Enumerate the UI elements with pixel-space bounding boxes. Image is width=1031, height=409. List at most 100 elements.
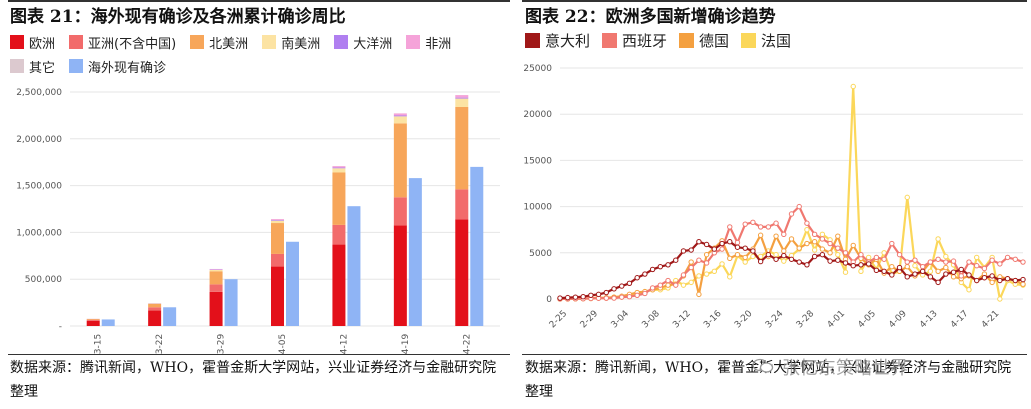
data-point <box>835 245 841 251</box>
bar-segment <box>332 224 346 245</box>
comparison-bar <box>286 241 299 326</box>
data-point <box>688 279 694 286</box>
data-point <box>765 251 772 258</box>
legend-item: 其它 <box>10 56 55 76</box>
legend-label: 亚洲(不含中国) <box>88 36 177 52</box>
data-point <box>811 253 818 260</box>
legend-item: 海外现有确诊 <box>69 56 166 76</box>
data-point <box>703 241 710 248</box>
data-point <box>1020 281 1026 287</box>
data-point <box>842 250 849 256</box>
data-point <box>773 233 779 239</box>
data-point <box>1012 277 1018 284</box>
data-point <box>835 233 841 239</box>
data-point <box>966 272 972 278</box>
bar-segment <box>332 167 346 169</box>
bar-segment <box>393 115 407 117</box>
data-point <box>781 258 787 264</box>
comparison-bar <box>347 206 361 326</box>
data-point <box>750 219 756 226</box>
x-tick-label: 4-19 <box>401 334 411 355</box>
data-point <box>904 263 910 270</box>
x-tick-label: 3-20 <box>733 309 755 331</box>
legend-swatch <box>69 59 84 73</box>
legend-label: 北美洲 <box>209 36 249 52</box>
data-point <box>943 271 949 277</box>
bar-segment <box>332 244 346 326</box>
data-point <box>981 275 988 281</box>
data-point <box>711 246 718 252</box>
legend-item: 北美洲 <box>190 32 248 52</box>
data-point <box>881 268 887 274</box>
chart-title: 图表 21：海外现有确诊及各洲累计确诊周比 <box>10 7 346 27</box>
data-point <box>696 239 702 245</box>
data-point <box>680 272 687 278</box>
legend-item: 亚洲(不含中国) <box>69 32 176 52</box>
data-point <box>665 262 671 268</box>
data-point <box>734 244 741 250</box>
data-point <box>935 236 941 242</box>
data-point <box>665 282 671 288</box>
data-point <box>1020 276 1026 283</box>
data-point <box>865 254 872 261</box>
legend-label: 欧洲 <box>29 36 56 52</box>
bar-segment <box>271 253 284 267</box>
data-point <box>881 256 887 262</box>
legend-label: 法国 <box>761 31 792 50</box>
data-point <box>974 254 980 261</box>
bar-segment <box>148 310 162 326</box>
top-rule <box>522 0 1027 2</box>
data-point <box>943 253 949 260</box>
x-tick-label: 3-15 <box>94 334 104 354</box>
x-tick-label: 2-25 <box>548 309 570 331</box>
x-tick-label: 3-08 <box>640 309 662 331</box>
data-point <box>588 292 594 299</box>
data-point <box>912 271 918 277</box>
data-point <box>904 274 910 280</box>
data-point <box>850 263 856 269</box>
chart-legend: 意大利 西班牙 德国 法国 <box>525 30 1025 54</box>
data-point <box>665 277 671 284</box>
data-point <box>919 263 926 270</box>
y-tick-label: 20000 <box>523 110 552 120</box>
data-point <box>773 251 779 258</box>
bar-segment <box>209 269 223 272</box>
data-point <box>757 232 764 238</box>
x-tick-label: 3-16 <box>702 309 724 331</box>
data-point <box>904 194 910 201</box>
bar-segment <box>271 266 284 326</box>
data-point <box>619 283 625 289</box>
data-point <box>719 261 725 267</box>
data-point <box>811 231 818 238</box>
x-tick-label: 4-17 <box>949 309 971 331</box>
data-point <box>688 259 694 265</box>
y-tick-label: - <box>59 322 62 332</box>
bar-segment <box>332 166 346 168</box>
legend-label: 南美洲 <box>281 36 321 52</box>
data-point <box>688 247 694 253</box>
data-point <box>788 256 795 262</box>
legend-label: 西班牙 <box>622 31 668 50</box>
data-point <box>958 266 964 273</box>
data-point <box>873 267 880 274</box>
bar-segment <box>148 304 162 308</box>
data-point <box>696 273 702 279</box>
data-point <box>997 261 1003 267</box>
data-point <box>943 264 949 271</box>
x-tick-label: 3-24 <box>764 309 786 331</box>
comparison-bar <box>470 166 484 326</box>
x-tick-label: 4-05 <box>278 334 288 354</box>
data-point <box>842 260 849 266</box>
legend-swatch <box>262 35 277 49</box>
data-point <box>727 255 733 262</box>
legend-swatch <box>10 59 24 73</box>
chart-panel-right: 图表 22：欧洲多国新增确诊趋势 意大利 西班牙 德国 法国 0 5000 10000 15… <box>515 0 1031 409</box>
data-point <box>835 257 841 263</box>
data-point <box>703 260 710 266</box>
bar-segment <box>332 168 346 173</box>
data-point <box>757 224 764 230</box>
data-point <box>997 296 1003 302</box>
data-point <box>719 246 725 252</box>
data-point <box>734 251 741 258</box>
bar-segment <box>86 320 100 326</box>
